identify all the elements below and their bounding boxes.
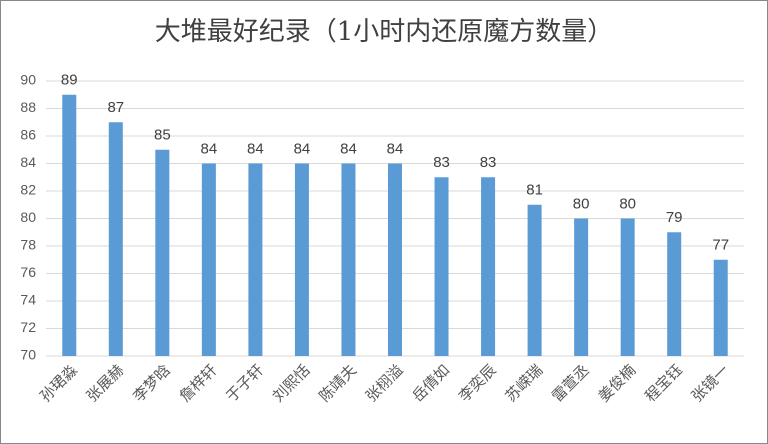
value-label: 84 [387,140,404,157]
value-label: 79 [666,209,683,226]
y-tick-label: 76 [20,264,36,280]
y-tick-label: 88 [20,99,36,115]
y-tick-label: 82 [20,182,36,198]
value-label: 84 [201,140,218,157]
value-label: 83 [480,154,497,171]
y-tick-label: 78 [20,237,36,253]
value-label: 80 [619,195,636,212]
value-label: 83 [433,154,450,171]
bar [294,163,309,356]
value-label: 84 [247,140,264,157]
y-tick-label: 90 [20,72,36,88]
bar [434,177,449,356]
chart-title: 大堆最好纪录（1小时内还原魔方数量） [155,17,614,47]
bar [481,177,496,356]
value-label: 84 [294,140,311,157]
value-label: 85 [154,127,171,144]
value-label: 80 [573,195,590,212]
y-tick-label: 74 [20,292,36,308]
bar [667,232,682,356]
bar [388,163,402,356]
bar [527,204,542,356]
bar [248,163,263,356]
bar [341,163,356,356]
y-tick-label: 84 [20,154,36,170]
y-tick-label: 70 [20,347,36,363]
bar [155,149,170,356]
bar [201,163,216,356]
bar [108,122,123,356]
value-label: 87 [107,99,124,116]
value-label: 84 [340,140,357,157]
value-label: 81 [526,182,543,199]
bar [713,259,728,356]
y-tick-label: 80 [20,209,36,225]
y-tick-label: 72 [20,319,36,335]
y-tick-label: 86 [20,127,36,143]
value-label: 77 [712,237,729,254]
value-label: 89 [61,72,78,89]
bar [574,218,589,356]
bar [62,94,77,356]
bar [620,218,635,356]
